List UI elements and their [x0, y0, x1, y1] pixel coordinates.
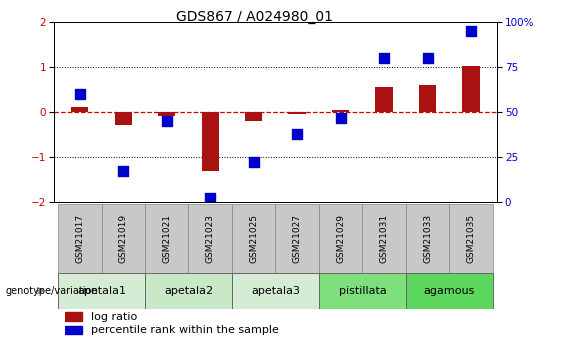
Text: agamous: agamous: [424, 286, 475, 296]
Text: pistillata: pistillata: [338, 286, 386, 296]
Bar: [189, 204, 232, 273]
Text: GSM21017: GSM21017: [75, 214, 84, 263]
Bar: [319, 204, 362, 273]
Bar: [332, 110, 349, 112]
Bar: [276, 204, 319, 273]
Bar: [115, 112, 132, 125]
Text: log ratio: log ratio: [91, 312, 137, 322]
Bar: [202, 112, 219, 171]
Point: [75, 91, 84, 97]
Point: [249, 160, 258, 165]
Text: GSM21023: GSM21023: [206, 214, 215, 263]
Text: apetala2: apetala2: [164, 286, 213, 296]
Text: apetala1: apetala1: [77, 286, 126, 296]
Point: [336, 115, 345, 120]
Bar: [232, 204, 276, 273]
Bar: [406, 204, 449, 273]
Text: GSM21019: GSM21019: [119, 214, 128, 263]
Point: [423, 56, 432, 61]
Point: [162, 118, 171, 124]
Bar: [58, 204, 102, 273]
Bar: [319, 273, 406, 309]
Text: GSM21033: GSM21033: [423, 214, 432, 263]
Bar: [102, 204, 145, 273]
Bar: [289, 112, 306, 114]
Bar: [71, 107, 89, 112]
Text: percentile rank within the sample: percentile rank within the sample: [91, 325, 279, 335]
Point: [206, 196, 215, 201]
Bar: [145, 273, 232, 309]
Bar: [65, 326, 82, 334]
Text: GSM21031: GSM21031: [380, 214, 389, 263]
Text: GSM21027: GSM21027: [293, 214, 302, 263]
Text: GSM21025: GSM21025: [249, 214, 258, 263]
Point: [119, 169, 128, 174]
Bar: [406, 273, 493, 309]
Bar: [376, 87, 393, 112]
Text: GDS867 / A024980_01: GDS867 / A024980_01: [176, 10, 333, 24]
Text: GSM21029: GSM21029: [336, 214, 345, 263]
Bar: [245, 112, 262, 121]
Bar: [58, 273, 145, 309]
Text: apetala3: apetala3: [251, 286, 300, 296]
Bar: [419, 85, 436, 112]
Point: [380, 56, 389, 61]
Text: genotype/variation: genotype/variation: [6, 286, 98, 296]
Point: [293, 131, 302, 136]
Bar: [158, 112, 175, 116]
Bar: [362, 204, 406, 273]
Bar: [232, 273, 319, 309]
Bar: [65, 313, 82, 321]
Text: GSM21021: GSM21021: [162, 214, 171, 263]
Bar: [145, 204, 189, 273]
Text: GSM21035: GSM21035: [467, 214, 476, 263]
Bar: [462, 66, 480, 112]
Point: [467, 29, 476, 34]
Bar: [449, 204, 493, 273]
